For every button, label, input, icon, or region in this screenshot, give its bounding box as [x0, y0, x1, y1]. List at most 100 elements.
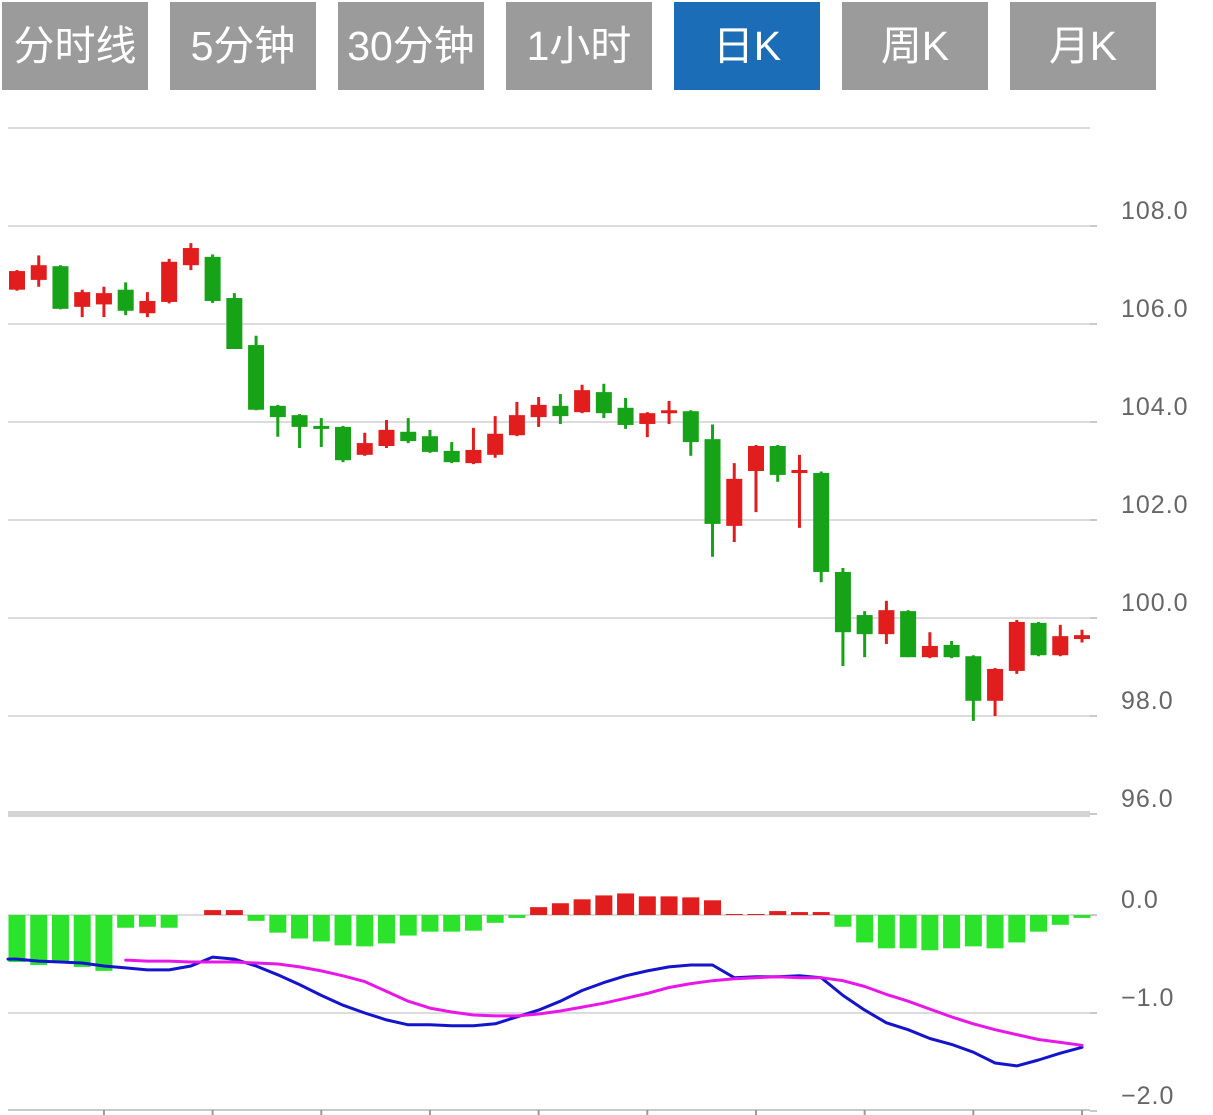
tab-30min[interactable]: 30分钟: [338, 2, 484, 90]
macd-bar: [356, 915, 374, 947]
macd-bar: [595, 895, 613, 915]
candle: [682, 410, 699, 456]
candle: [747, 445, 764, 513]
candle: [1074, 629, 1091, 643]
macd-bar: [660, 896, 678, 915]
macd-bar: [508, 915, 526, 918]
macd-bar: [160, 915, 178, 928]
candle: [117, 282, 134, 316]
axis-label: 108.0: [1121, 197, 1189, 225]
macd-lines: [6, 955, 1084, 1068]
candle: [574, 384, 591, 414]
dea-line: [124, 958, 1084, 1047]
candle: [269, 404, 286, 437]
candle: [508, 401, 525, 437]
candle: [878, 600, 895, 644]
candle: [421, 429, 438, 453]
timeframe-tabbar: 分时线 5分钟 30分钟 1小时 日K 周K 月K: [2, 2, 1156, 90]
macd-bar: [51, 915, 69, 964]
axis-label: 96.0: [1121, 785, 1174, 813]
macd-bar: [291, 915, 309, 939]
macd-bar: [464, 915, 482, 931]
candle: [30, 255, 47, 287]
macd-bar: [312, 915, 330, 942]
candle: [1052, 624, 1069, 657]
candle: [726, 463, 743, 543]
macd-bar: [834, 915, 852, 927]
tab-weekly-k[interactable]: 周K: [842, 2, 988, 90]
candle: [139, 292, 156, 318]
price-gridlines: [8, 127, 1090, 817]
macd-bar: [1030, 915, 1048, 932]
candle: [530, 397, 547, 427]
macd-bar: [986, 915, 1004, 949]
candle: [834, 568, 851, 667]
tab-1hour[interactable]: 1小时: [506, 2, 652, 90]
macd-bar: [334, 915, 352, 946]
candle: [639, 412, 656, 438]
candle: [465, 427, 482, 465]
dif-line: [6, 955, 1084, 1068]
macd-bar: [1008, 915, 1026, 943]
macd-histogram: [8, 893, 1091, 971]
macd-bar: [704, 900, 722, 915]
candle: [378, 420, 395, 448]
axis-label: 98.0: [1121, 687, 1174, 715]
macd-bar: [30, 915, 48, 965]
candle: [95, 286, 112, 318]
candle: [335, 425, 352, 463]
candle: [552, 394, 569, 424]
tab-daily-k[interactable]: 日K: [674, 2, 820, 90]
tab-5min[interactable]: 5分钟: [170, 2, 316, 90]
macd-bar: [964, 915, 982, 947]
candle: [900, 610, 917, 658]
candle: [204, 254, 221, 303]
candle: [965, 655, 982, 721]
axis-label: 106.0: [1121, 295, 1189, 323]
candle: [769, 445, 786, 482]
macd-bar: [747, 914, 765, 915]
macd-bar: [73, 915, 91, 967]
x-axis-ticks: [102, 1110, 1084, 1115]
candle: [661, 400, 678, 424]
macd-bar: [921, 915, 939, 951]
macd-bar: [377, 915, 395, 944]
candle: [313, 418, 330, 447]
macd-bar: [812, 912, 830, 915]
macd-bar: [943, 915, 961, 949]
macd-bar: [551, 903, 569, 915]
candle: [400, 418, 417, 444]
candle: [161, 258, 178, 304]
tab-monthly-k[interactable]: 月K: [1010, 2, 1156, 90]
macd-bar: [225, 910, 243, 915]
macd-bar: [399, 915, 417, 936]
macd-bar: [877, 915, 895, 949]
macd-bar: [247, 915, 265, 921]
axis-label: 102.0: [1121, 491, 1189, 519]
macd-bar: [790, 912, 808, 915]
macd-bar: [269, 915, 287, 933]
candle: [943, 641, 960, 659]
tab-minute-line[interactable]: 分时线: [2, 2, 148, 90]
macd-bar: [443, 915, 461, 932]
candle: [595, 383, 612, 419]
macd-axis-labels: 0.0 −1.0 −2.0: [1090, 886, 1173, 1112]
macd-bar: [95, 915, 113, 971]
macd-bar: [638, 896, 656, 915]
axis-label: 104.0: [1121, 393, 1189, 421]
macd-bar: [856, 915, 874, 943]
macd-bar: [530, 907, 548, 915]
candle: [74, 289, 91, 318]
macd-bar: [486, 915, 504, 923]
candle: [617, 397, 634, 429]
candle: [813, 471, 830, 583]
candle: [9, 270, 25, 291]
candle: [356, 432, 373, 456]
macd-bar: [1051, 915, 1069, 925]
candle: [248, 335, 265, 411]
candle: [487, 416, 504, 458]
candle: [52, 265, 69, 310]
macd-bar: [682, 897, 700, 915]
